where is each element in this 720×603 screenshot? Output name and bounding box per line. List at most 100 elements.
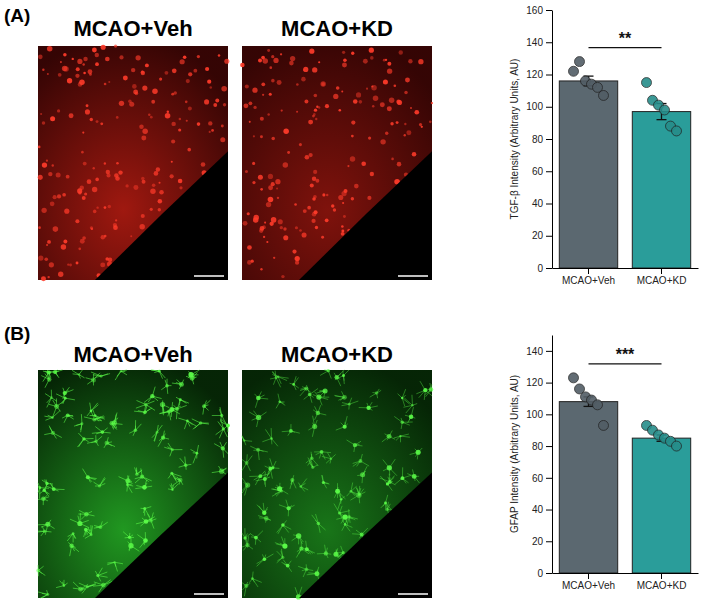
y-tick-label: 60 — [532, 166, 544, 177]
astrocyte-process — [414, 476, 419, 483]
astrocyte-process — [316, 514, 319, 523]
astrocyte-process — [322, 451, 331, 453]
cell-speckle — [47, 240, 51, 244]
astrocyte-process — [91, 372, 101, 376]
astrocyte-process — [48, 520, 51, 524]
astrocyte-process — [204, 400, 210, 406]
astrocyte-process — [193, 453, 197, 463]
cell-speckle — [383, 79, 388, 84]
astrocyte-process — [254, 394, 258, 398]
astrocyte-process — [412, 469, 414, 476]
y-tick-mark — [546, 383, 552, 384]
astrocyte-process — [159, 411, 169, 413]
cell-speckle — [419, 123, 422, 126]
cell-speckle — [281, 109, 283, 111]
cell-speckle — [64, 209, 69, 214]
astrocyte-process — [345, 416, 348, 427]
astrocyte-process — [336, 548, 338, 554]
astrocyte-process — [142, 477, 149, 482]
astrocyte-process — [80, 520, 89, 523]
cell-speckle — [301, 77, 306, 82]
cell-speckle — [96, 120, 99, 123]
astrocyte-process — [180, 400, 186, 404]
cell-speckle — [367, 196, 371, 200]
astrocyte-process — [337, 377, 341, 379]
astrocyte-process — [342, 403, 349, 405]
y-axis-title: TGF-β Intensity (Arbitrary Units, AU) — [509, 59, 520, 220]
tissue-edge — [299, 151, 432, 280]
astrocyte-process — [142, 518, 146, 522]
astrocyte-process — [318, 523, 325, 530]
cell-speckle — [148, 113, 151, 116]
cell-speckle — [201, 162, 206, 167]
cell-speckle — [106, 170, 110, 174]
cell-speckle — [380, 102, 385, 107]
astrocyte-process — [223, 442, 227, 448]
cell-speckle — [62, 193, 66, 197]
astrocyte-process — [65, 398, 75, 400]
astrocyte-process — [242, 485, 248, 493]
cell-speckle — [351, 197, 354, 200]
astrocyte-process — [335, 550, 337, 554]
astrocyte-process — [307, 574, 317, 575]
astrocyte-process — [341, 546, 344, 553]
cell-speckle — [268, 197, 274, 203]
astrocyte-process — [298, 587, 301, 597]
astrocyte-process — [79, 439, 84, 447]
astrocyte-process — [319, 397, 322, 405]
astrocyte-process — [363, 466, 368, 475]
cell-speckle — [116, 116, 119, 119]
astrocyte-process — [192, 419, 201, 423]
astrocyte-process — [242, 583, 246, 586]
cell-speckle — [141, 214, 145, 218]
astrocyte-process — [95, 435, 96, 441]
cell-speckle — [78, 247, 81, 250]
y-tick-mark — [546, 10, 552, 11]
astrocyte-process — [222, 469, 227, 471]
astrocyte-process — [276, 485, 279, 489]
astrocyte-process — [288, 508, 289, 516]
cell-speckle — [404, 123, 406, 125]
astrocyte-process — [168, 411, 169, 416]
astrocyte-process — [180, 480, 182, 485]
cell-speckle — [253, 106, 256, 109]
astrocyte-process — [180, 458, 186, 465]
astrocyte-process — [179, 384, 181, 389]
astrocyte-process — [38, 570, 42, 573]
astrocyte-process — [169, 411, 171, 420]
astrocyte-process — [172, 406, 181, 409]
cell-speckle — [132, 84, 137, 89]
astrocyte-process — [410, 452, 419, 454]
cell-speckle — [296, 111, 298, 113]
x-axis: MCAO+VehMCAO+KD — [553, 268, 699, 286]
astrocyte-process — [291, 431, 300, 433]
astrocyte-process — [351, 483, 353, 492]
cell-speckle — [351, 135, 354, 138]
cell-speckle — [165, 113, 171, 119]
astrocyte-process — [398, 394, 403, 398]
astrocyte-process — [134, 411, 145, 412]
astrocyte-process — [389, 459, 395, 468]
astrocyte-process — [127, 485, 132, 493]
astrocyte-process — [263, 503, 264, 513]
astrocyte-process — [424, 390, 425, 400]
astrocyte-process — [295, 587, 298, 597]
astrocyte-process — [278, 377, 287, 381]
astrocyte-process — [313, 465, 318, 467]
astrocyte-process — [172, 480, 180, 486]
astrocyte-process — [401, 422, 402, 429]
cell-speckle — [85, 109, 90, 114]
astrocyte-process — [343, 376, 345, 385]
cell-speckle — [82, 196, 86, 200]
cell-speckle — [342, 51, 345, 54]
cell-speckle — [412, 152, 417, 157]
cell-speckle — [56, 173, 61, 178]
astrocyte-process — [377, 393, 378, 398]
astrocyte-process — [86, 511, 92, 514]
astrocyte-process — [91, 526, 92, 535]
astrocyte-process — [280, 489, 289, 494]
astrocyte-process — [242, 459, 247, 463]
cell-speckle — [276, 188, 278, 190]
astrocyte-process — [362, 475, 364, 483]
tissue-edge — [95, 473, 228, 598]
